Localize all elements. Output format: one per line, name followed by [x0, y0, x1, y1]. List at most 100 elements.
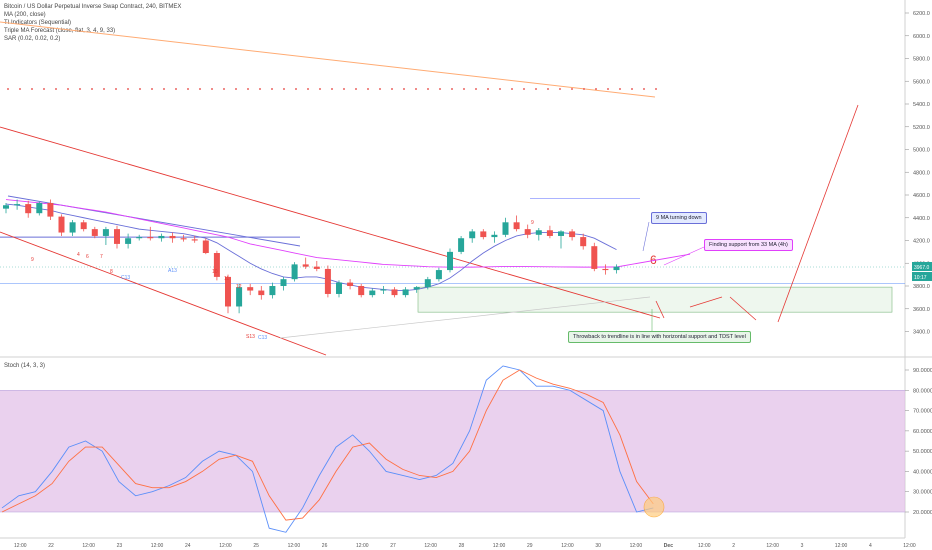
time-tick-label: 12:00 — [356, 543, 369, 549]
time-tick-label: 3 — [801, 543, 804, 549]
stoch-tick-label: 80.0000 — [913, 388, 932, 394]
candle-body — [69, 222, 76, 233]
sar-dot — [307, 88, 309, 90]
sar-dot — [211, 88, 213, 90]
annotation-throwback: Throwback to trendline is in line with h… — [568, 331, 751, 343]
candle-body — [535, 230, 542, 235]
callout-pointer-support — [663, 246, 705, 266]
time-tick-label: 12:00 — [424, 543, 437, 549]
candle-body — [58, 216, 65, 233]
stoch-tick-label: 60.0000 — [913, 429, 932, 435]
time-tick-label: 12:00 — [630, 543, 643, 549]
candle-body — [136, 237, 143, 239]
sar-dot — [67, 88, 69, 90]
sar-dot — [367, 88, 369, 90]
time-tick-label: Dec — [664, 543, 673, 549]
candle-body — [602, 268, 609, 271]
sequential-label: 9 — [531, 220, 534, 226]
sar-dot — [487, 88, 489, 90]
candle-body — [114, 229, 120, 244]
sar-dot — [55, 88, 57, 90]
sar-dot — [463, 88, 465, 90]
candle-body — [269, 286, 276, 296]
sar-dot — [571, 88, 573, 90]
time-tick-label: 26 — [322, 543, 328, 549]
chart-title: Bitcoin / US Dollar Perpetual Inverse Sw… — [4, 4, 182, 10]
indicator-sar: SAR (0.02, 0.02, 0.2) — [4, 36, 61, 42]
sar-dot — [31, 88, 33, 90]
annotation-support: Finding support from 33 MA (4h) — [704, 239, 793, 251]
stoch-tick-label: 30.0000 — [913, 490, 932, 496]
candle-body — [558, 231, 564, 236]
candle-body — [336, 282, 342, 294]
price-tick-label: 5800.0 — [913, 57, 930, 63]
sar-dot — [115, 88, 117, 90]
price-tick-label: 3800.0 — [913, 284, 930, 290]
candle-body — [358, 286, 365, 296]
stoch-highlight-circle — [643, 496, 665, 518]
candle-body — [380, 289, 387, 291]
sar-dot — [43, 88, 45, 90]
candle-body — [158, 235, 165, 239]
candle-body — [413, 287, 420, 290]
candle-body — [247, 287, 254, 291]
stoch-band — [0, 390, 905, 512]
price-tick-label: 4200.0 — [913, 239, 930, 245]
price-tick-label: 6000.0 — [913, 34, 930, 40]
countdown-tag — [912, 272, 932, 282]
stoch-tick-label: 90.0000 — [913, 368, 932, 374]
stoch-tick-label: 70.0000 — [913, 409, 932, 415]
time-tick-label: 12:00 — [151, 543, 164, 549]
candle-body — [591, 246, 598, 269]
time-tick-label: 12:00 — [561, 543, 574, 549]
sar-dot — [343, 88, 345, 90]
time-tick-label: 12:00 — [698, 543, 711, 549]
sar-dot — [187, 88, 189, 90]
time-tick-label: 12:00 — [835, 543, 848, 549]
sar-dot — [403, 88, 405, 90]
sequential-label: 4 — [77, 252, 80, 258]
sequential-label: C13 — [258, 335, 267, 341]
candle-body — [313, 266, 320, 269]
trendline-lower — [0, 231, 327, 356]
trendline-upper — [0, 126, 661, 319]
sar-dot — [595, 88, 597, 90]
time-tick-label: 12:00 — [219, 543, 232, 549]
sequential-label: 9 — [31, 257, 34, 263]
candle-body — [280, 279, 287, 286]
price-tick-label: 5200.0 — [913, 125, 930, 131]
time-tick-label: 12:00 — [766, 543, 779, 549]
sar-dot — [475, 88, 477, 90]
sequential-label: 8 — [110, 269, 113, 275]
stoch-tick-label: 40.0000 — [913, 469, 932, 475]
sar-dot — [379, 88, 381, 90]
sar-dot — [127, 88, 129, 90]
stoch_k-line — [1, 365, 654, 533]
sar-dot — [295, 88, 297, 90]
time-tick-label: 4 — [869, 543, 872, 549]
price-tick-label: 4800.0 — [913, 170, 930, 176]
candle-body — [524, 229, 531, 235]
sar-dot — [607, 88, 609, 90]
projection-arrow-2 — [689, 296, 723, 308]
sar-dot — [499, 88, 501, 90]
price-tick-label: 5000.0 — [913, 148, 930, 154]
stoch-tick-label: 20.0000 — [913, 510, 932, 516]
sar-dot — [223, 88, 225, 90]
sar-dot — [427, 88, 429, 90]
sar-dot — [523, 88, 525, 90]
ma9-line — [5, 203, 617, 291]
ma33-line — [5, 199, 617, 268]
last-price-label: 3967.0 — [914, 265, 930, 271]
candle-body — [14, 204, 21, 206]
time-tick-label: 25 — [253, 543, 259, 549]
sar-dot — [283, 88, 285, 90]
candle-body — [480, 231, 487, 238]
candle-body — [202, 240, 209, 254]
candle-body — [513, 222, 520, 230]
sar-dot — [247, 88, 249, 90]
sar-dot — [163, 88, 165, 90]
projection-arrow-1 — [655, 300, 665, 319]
